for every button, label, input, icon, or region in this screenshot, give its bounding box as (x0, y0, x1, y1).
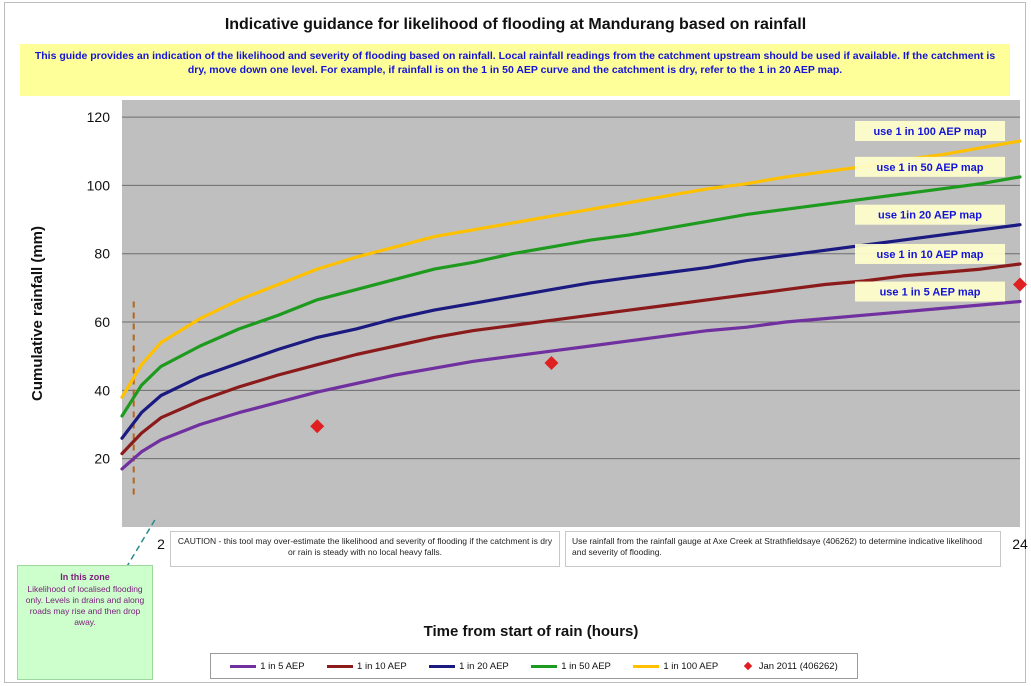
series-line-4 (120, 175, 1022, 418)
chart-title: Indicative guidance for likelihood of fl… (224, 16, 807, 33)
legend-swatch-3 (429, 664, 456, 668)
map-label-box-2 (855, 156, 1005, 177)
caution-note: CAUTION - this tool may over-estimate th… (170, 531, 560, 567)
legend-item-5: 1 in 100 AEP (633, 661, 718, 672)
map-labels: use 1 in 100 AEP map use 1 in 50 AEP map u… (855, 120, 1005, 302)
map-label-box-5 (855, 281, 1005, 302)
y-tick-120: 120 (87, 109, 111, 125)
map-label-4: use 1 in 10 AEP map (877, 249, 984, 261)
legend-item-1: 1 in 5 AEP (230, 660, 305, 672)
y-tick-60: 60 (94, 314, 110, 330)
series-line-1 (120, 299, 1022, 471)
x-axis-title: Time from start of rain (hours) (424, 623, 639, 640)
jan-2011-point-3 (1013, 277, 1027, 292)
guide-text: This guide provides an indication of the… (20, 44, 1010, 96)
y-tick-40: 40 (94, 382, 110, 398)
zone-note: In this zone Likelihood of localised flo… (17, 565, 153, 680)
legend-swatch-4 (531, 664, 558, 668)
x-tick-24: 24 (1012, 536, 1028, 552)
y-tick-100: 100 (87, 177, 111, 193)
zone-note-text: Likelihood of localised flooding only. L… (25, 584, 145, 627)
zone-note-title: In this zone (60, 572, 110, 582)
map-label-1: use 1 in 100 AEP map (873, 126, 986, 138)
y-tick-20: 20 (94, 451, 110, 467)
y-tick-labels: 20 40 60 80 100 120 (87, 109, 111, 467)
map-label-3: use 1in 20 AEP map (878, 210, 982, 222)
legend-swatch-2 (327, 664, 354, 668)
legend-label-1: 1 in 5 AEP (260, 660, 305, 672)
legend-swatch-6 (743, 661, 752, 671)
jan-2011-points (310, 277, 1027, 434)
legend-swatch-1 (230, 664, 257, 668)
map-label-5: use 1 in 5 AEP map (880, 287, 981, 299)
map-label-2: use 1 in 50 AEP map (877, 162, 984, 174)
legend-item-4: 1 in 50 AEP (531, 661, 611, 672)
map-label-box-4 (855, 243, 1005, 264)
legend-label-5: 1 in 100 AEP (663, 660, 719, 672)
jan-2011-point-2 (544, 356, 559, 371)
map-label-box-1 (855, 120, 1005, 141)
legend-label-3: 1 in 20 AEP (459, 660, 509, 672)
y-tick-80: 80 (94, 246, 110, 262)
legend-swatch-5 (633, 664, 660, 668)
legend-label-6: Jan 2011 (406262) (758, 660, 838, 672)
legend-item-6: Jan 2011 (406262) (741, 661, 838, 672)
y-axis-title: Cumulative rainfall (mm) (29, 226, 46, 401)
legend: 1 in 5 AEP 1 in 10 AEP 1 in 20 AEP 1 in 50 … (210, 653, 858, 679)
legend-item-2: 1 in 10 AEP (327, 661, 407, 672)
jan-2011-point-1 (310, 419, 325, 434)
series-line-2 (120, 262, 1022, 456)
x-tick-2: 2 (157, 536, 165, 552)
legend-label-4: 1 in 50 AEP (561, 660, 611, 672)
gridlines (122, 116, 1020, 460)
legend-label-2: 1 in 10 AEP (357, 660, 407, 672)
map-label-box-3 (855, 204, 1005, 225)
source-note: Use rainfall from the rainfall gauge at … (565, 531, 1001, 567)
legend-item-3: 1 in 20 AEP (429, 661, 509, 672)
